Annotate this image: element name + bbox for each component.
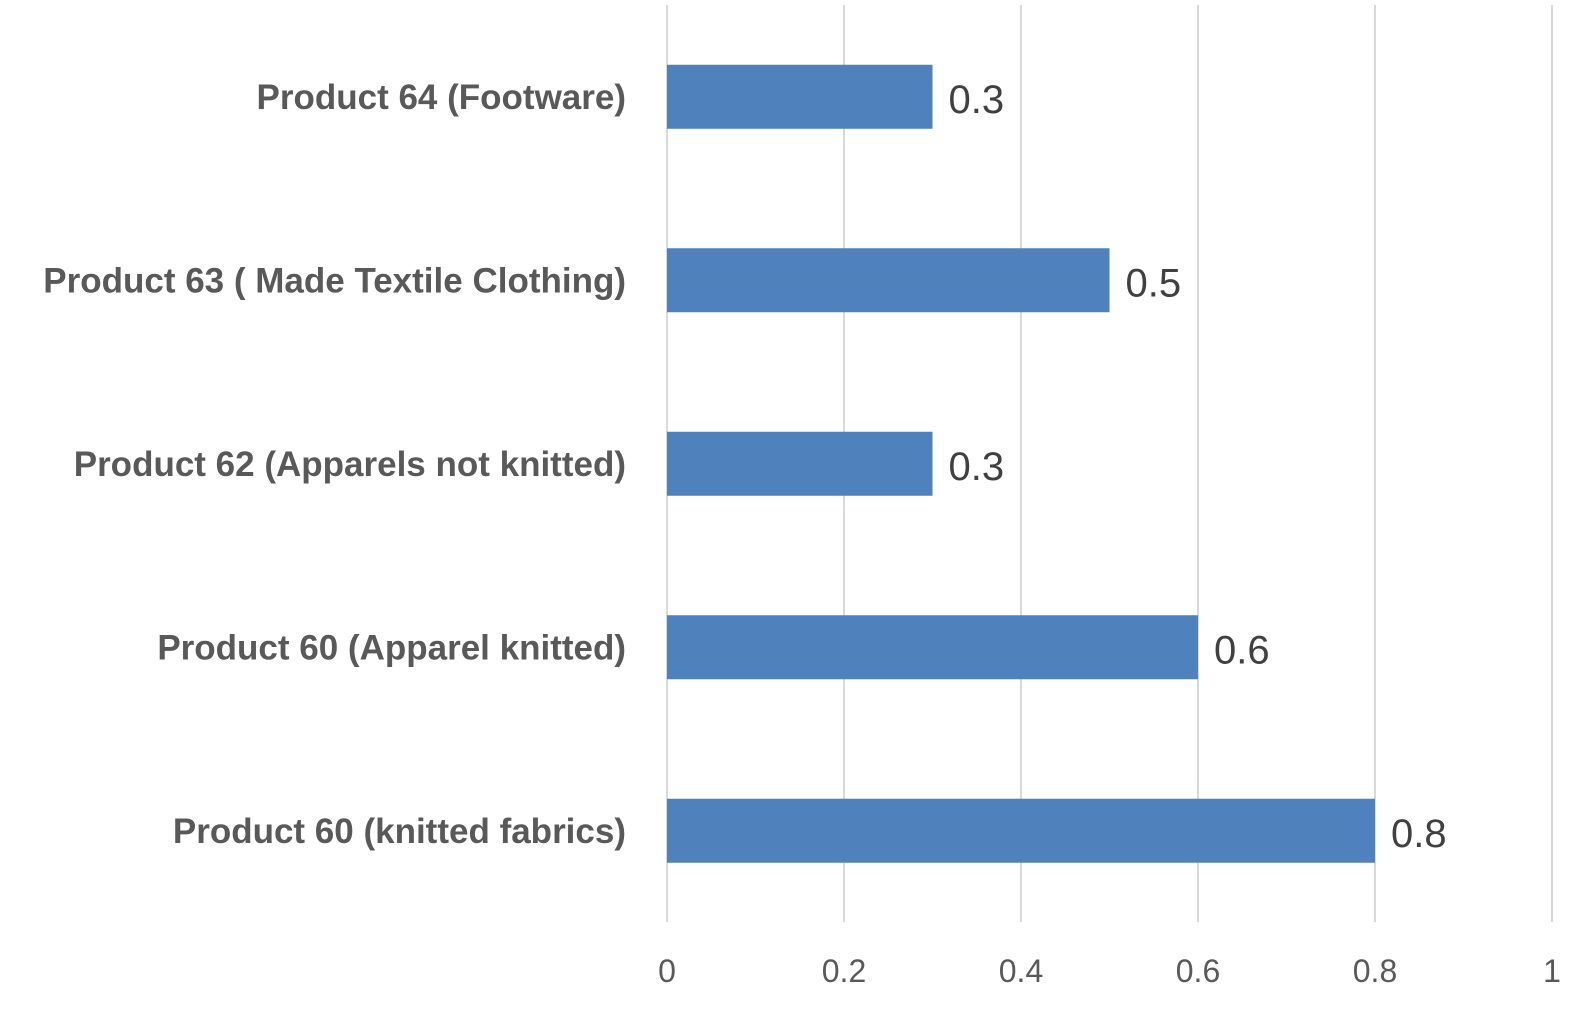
x-tick-label: 1	[1543, 953, 1561, 989]
category-label: Product 60 (knitted fabrics)	[173, 812, 626, 851]
category-label: Product 60 (Apparel knitted)	[157, 628, 626, 667]
data-label: 0.3	[949, 445, 1005, 489]
x-tick-label: 0.6	[1176, 953, 1220, 989]
x-tick-label: 0	[658, 953, 676, 989]
bar	[667, 431, 933, 496]
data-label: 0.8	[1391, 812, 1447, 856]
category-label: Product 63 ( Made Textile Clothing)	[43, 261, 626, 300]
category-label: Product 62 (Apparels not knitted)	[74, 445, 626, 484]
category-label: Product 64 (Footware)	[257, 78, 626, 117]
x-tick-label: 0.4	[999, 953, 1043, 989]
bar	[667, 615, 1198, 680]
data-label: 0.3	[949, 78, 1005, 122]
bar	[667, 798, 1375, 863]
x-tick-label: 0.8	[1353, 953, 1397, 989]
x-tick-label: 0.2	[822, 953, 866, 989]
data-labels: 0.3 0.5 0.3 0.6 0.8	[949, 78, 1447, 856]
data-label: 0.6	[1214, 628, 1270, 672]
value-axis: 0 0.2 0.4 0.6 0.8 1	[658, 953, 1561, 989]
data-label: 0.5	[1126, 261, 1182, 305]
bars	[667, 64, 1375, 863]
bar	[667, 64, 933, 129]
bar	[667, 248, 1110, 313]
gridlines	[666, 5, 1553, 922]
category-axis: Product 64 (Footware) Product 63 ( Made T…	[43, 78, 626, 851]
